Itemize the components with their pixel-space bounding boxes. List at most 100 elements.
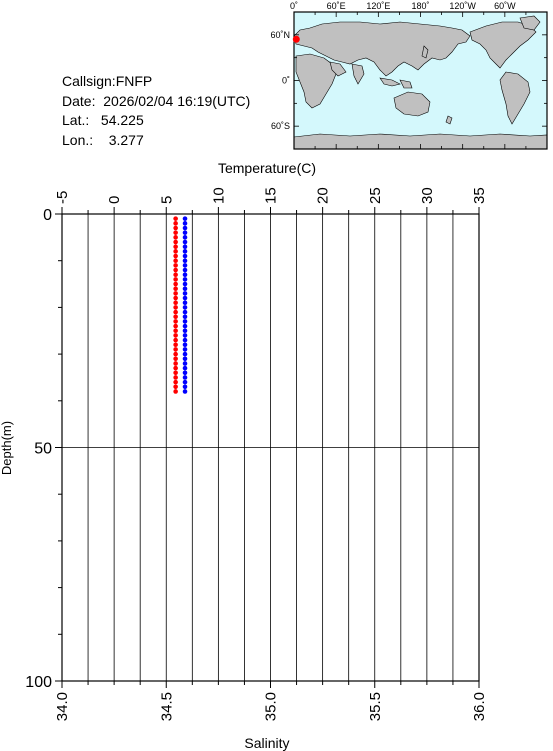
map-lon-label: 120˚W [449, 1, 476, 11]
salinity-point [182, 365, 188, 371]
temperature-tick-label: -5 [54, 191, 71, 204]
salinity-point [182, 272, 188, 278]
longitude-text: Lon.: 3.277 [62, 131, 144, 148]
temperature-point [173, 356, 178, 362]
temperature-point [173, 384, 178, 390]
temperature-point [173, 272, 178, 278]
map-lon-label: 60˚E [327, 1, 346, 11]
salinity-point [182, 253, 188, 259]
station-info: Callsign:FNFP Date: 2026/02/04 16:19(UTC… [62, 72, 250, 150]
salinity-axis-label: Salinity [244, 735, 289, 751]
depth-tick-label: 100 [25, 674, 52, 691]
temperature-point [173, 286, 178, 292]
temperature-point [173, 258, 178, 263]
map-lat-label: 60˚N [270, 30, 290, 40]
series-layer [173, 216, 188, 394]
temperature-point [173, 309, 178, 315]
salinity-point [182, 291, 188, 296]
salinity-point [182, 221, 188, 226]
temperature-point [173, 351, 178, 357]
temperature-point [173, 323, 178, 329]
temperature-point [173, 319, 178, 324]
salinity-point [182, 230, 188, 235]
temperature-point [173, 295, 178, 301]
temperature-point [173, 249, 178, 254]
temperature-point [173, 281, 178, 287]
salinity-point [182, 235, 188, 240]
temperature-point [173, 389, 178, 394]
salinity-point [182, 342, 188, 348]
salinity-point [182, 216, 188, 221]
map-ticks [293, 11, 548, 150]
salinity-point [182, 384, 188, 390]
salinity-point [182, 356, 188, 362]
map-lat-label: 0˚ [282, 76, 290, 86]
temperature-point [173, 305, 178, 310]
salinity-point [182, 351, 188, 357]
date-text: Date: 2026/02/04 16:19(UTC) [62, 92, 251, 109]
salinity-tick-label: 35.0 [263, 692, 280, 721]
temperature-tick-label: 30 [419, 187, 436, 204]
depth-axis-label: Depth(m) [0, 421, 14, 475]
temperature-point [173, 263, 178, 268]
temperature-point [173, 230, 178, 235]
callsign-text: Callsign:FNFP [62, 73, 153, 89]
temperature-point [173, 277, 178, 282]
profile-chart: -5 0 5 10 15 20 25 30 35 34.0 34.5 35.0 35.5 36.0 05… [0, 160, 488, 751]
salinity-point [182, 328, 188, 334]
salinity-point [182, 319, 188, 324]
temperature-axis-label: Temperature(C) [218, 160, 316, 176]
salinity-point [182, 239, 188, 245]
salinity-point [182, 305, 188, 310]
temperature-axis: -5 0 5 10 15 20 25 30 35 [54, 187, 488, 214]
salinity-point [182, 281, 188, 287]
temperature-tick-label: 35 [471, 187, 488, 204]
salinity-tick-label: 36.0 [471, 692, 488, 721]
temperature-point [173, 361, 178, 366]
salinity-point [182, 337, 188, 343]
salinity-point [182, 267, 188, 273]
temperature-point [173, 244, 178, 249]
salinity-point [182, 249, 188, 254]
salinity-point [182, 323, 188, 329]
salinity-point [182, 370, 188, 376]
map-lon-label: 0˚ [290, 1, 298, 11]
depth-tick-label: 0 [43, 207, 52, 224]
temperature-point [173, 314, 178, 320]
depth-axis: 0 50 100 [25, 207, 62, 691]
temperature-point [173, 253, 178, 259]
temperature-point [173, 347, 178, 352]
temperature-point [173, 328, 178, 334]
salinity-point [182, 375, 188, 380]
temperature-tick-label: 5 [158, 196, 175, 204]
temperature-point [173, 225, 178, 231]
salinity-point [182, 379, 188, 385]
temperature-tick-label: 0 [106, 196, 123, 204]
salinity-point [182, 314, 188, 320]
map-lon-label: 120˚E [366, 1, 390, 11]
temperature-point [173, 221, 178, 226]
salinity-point [182, 258, 188, 263]
temperature-point [173, 235, 178, 240]
salinity-point [182, 300, 188, 306]
salinity-point [182, 309, 188, 315]
temperature-tick-label: 10 [210, 187, 227, 204]
salinity-axis: 34.0 34.5 35.0 35.5 36.0 [54, 681, 488, 721]
salinity-point [182, 347, 188, 352]
temperature-point [173, 333, 178, 338]
temperature-point [173, 239, 178, 245]
salinity-point [182, 389, 188, 394]
temperature-point [173, 291, 178, 296]
temperature-point [173, 365, 178, 371]
temperature-point [173, 375, 178, 380]
salinity-point [182, 361, 188, 366]
station-marker [292, 35, 300, 43]
salinity-point [182, 244, 188, 249]
map-labels: 0˚ 60˚E 120˚E 180˚ 120˚W 60˚W 60˚N 0˚ 60˚S [270, 1, 516, 131]
salinity-tick-label: 34.5 [158, 692, 175, 721]
salinity-point [182, 286, 188, 292]
temperature-point [173, 216, 178, 221]
salinity-point [182, 263, 188, 268]
temperature-point [173, 267, 178, 273]
map-lon-label: 60˚W [494, 1, 516, 11]
